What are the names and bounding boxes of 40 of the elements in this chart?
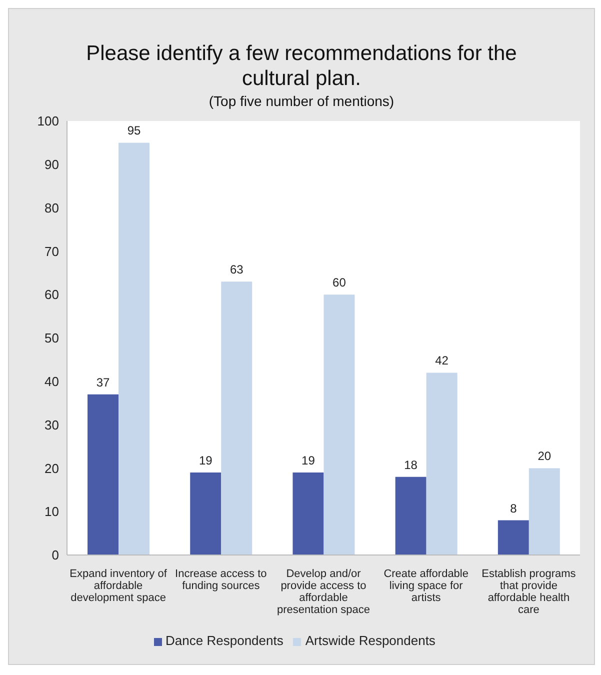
data-label: 8	[510, 501, 518, 516]
y-tick-label: 20	[44, 460, 59, 476]
bar	[426, 372, 458, 555]
x-tick-label: Increase access to funding sources	[175, 568, 267, 592]
data-label: 63	[230, 262, 244, 277]
data-label: 42	[435, 354, 449, 368]
bar	[221, 282, 252, 555]
y-tick-label: 60	[44, 287, 59, 302]
y-tick-label: 50	[44, 330, 59, 346]
chart-subtitle: (Top five number of mentions)	[208, 93, 396, 109]
y-tick-label: 10	[44, 504, 59, 520]
bar	[395, 476, 426, 555]
data-label: 20	[538, 449, 552, 464]
bar	[324, 294, 355, 555]
x-tick-label: Create affordable living space for artists	[384, 568, 469, 604]
y-tick-label: 100	[37, 114, 59, 129]
data-label: 60	[332, 276, 346, 290]
legend-label: Artswide Respondents	[305, 633, 436, 648]
bar	[118, 142, 150, 555]
y-tick-label: 80	[44, 200, 59, 216]
y-tick-label: 30	[44, 417, 59, 432]
data-label: 95	[127, 124, 142, 138]
y-tick-label: 70	[44, 244, 59, 259]
y-tick-label: 40	[44, 374, 59, 390]
bar	[292, 472, 324, 555]
chart-title: Please identify a few recommendations for the cultural plan.	[85, 41, 518, 91]
y-tick-label: 90	[44, 157, 59, 172]
x-tick-label: Expand inventory of affordable development space	[70, 568, 168, 604]
y-tick-label: 0	[52, 548, 59, 563]
data-label: 19	[198, 454, 213, 468]
bar	[528, 468, 560, 555]
bar	[88, 394, 119, 555]
data-label: 18	[404, 458, 418, 472]
bar	[190, 472, 222, 555]
x-tick-label: Establish programs that provide affordable health care	[482, 568, 576, 616]
data-label: 37	[96, 375, 110, 390]
legend-label: Dance Respondents	[166, 633, 284, 648]
x-tick-label: Develop and/or provide access to affordable presentation space	[277, 568, 370, 616]
data-label: 19	[302, 454, 316, 468]
bar	[498, 520, 529, 555]
